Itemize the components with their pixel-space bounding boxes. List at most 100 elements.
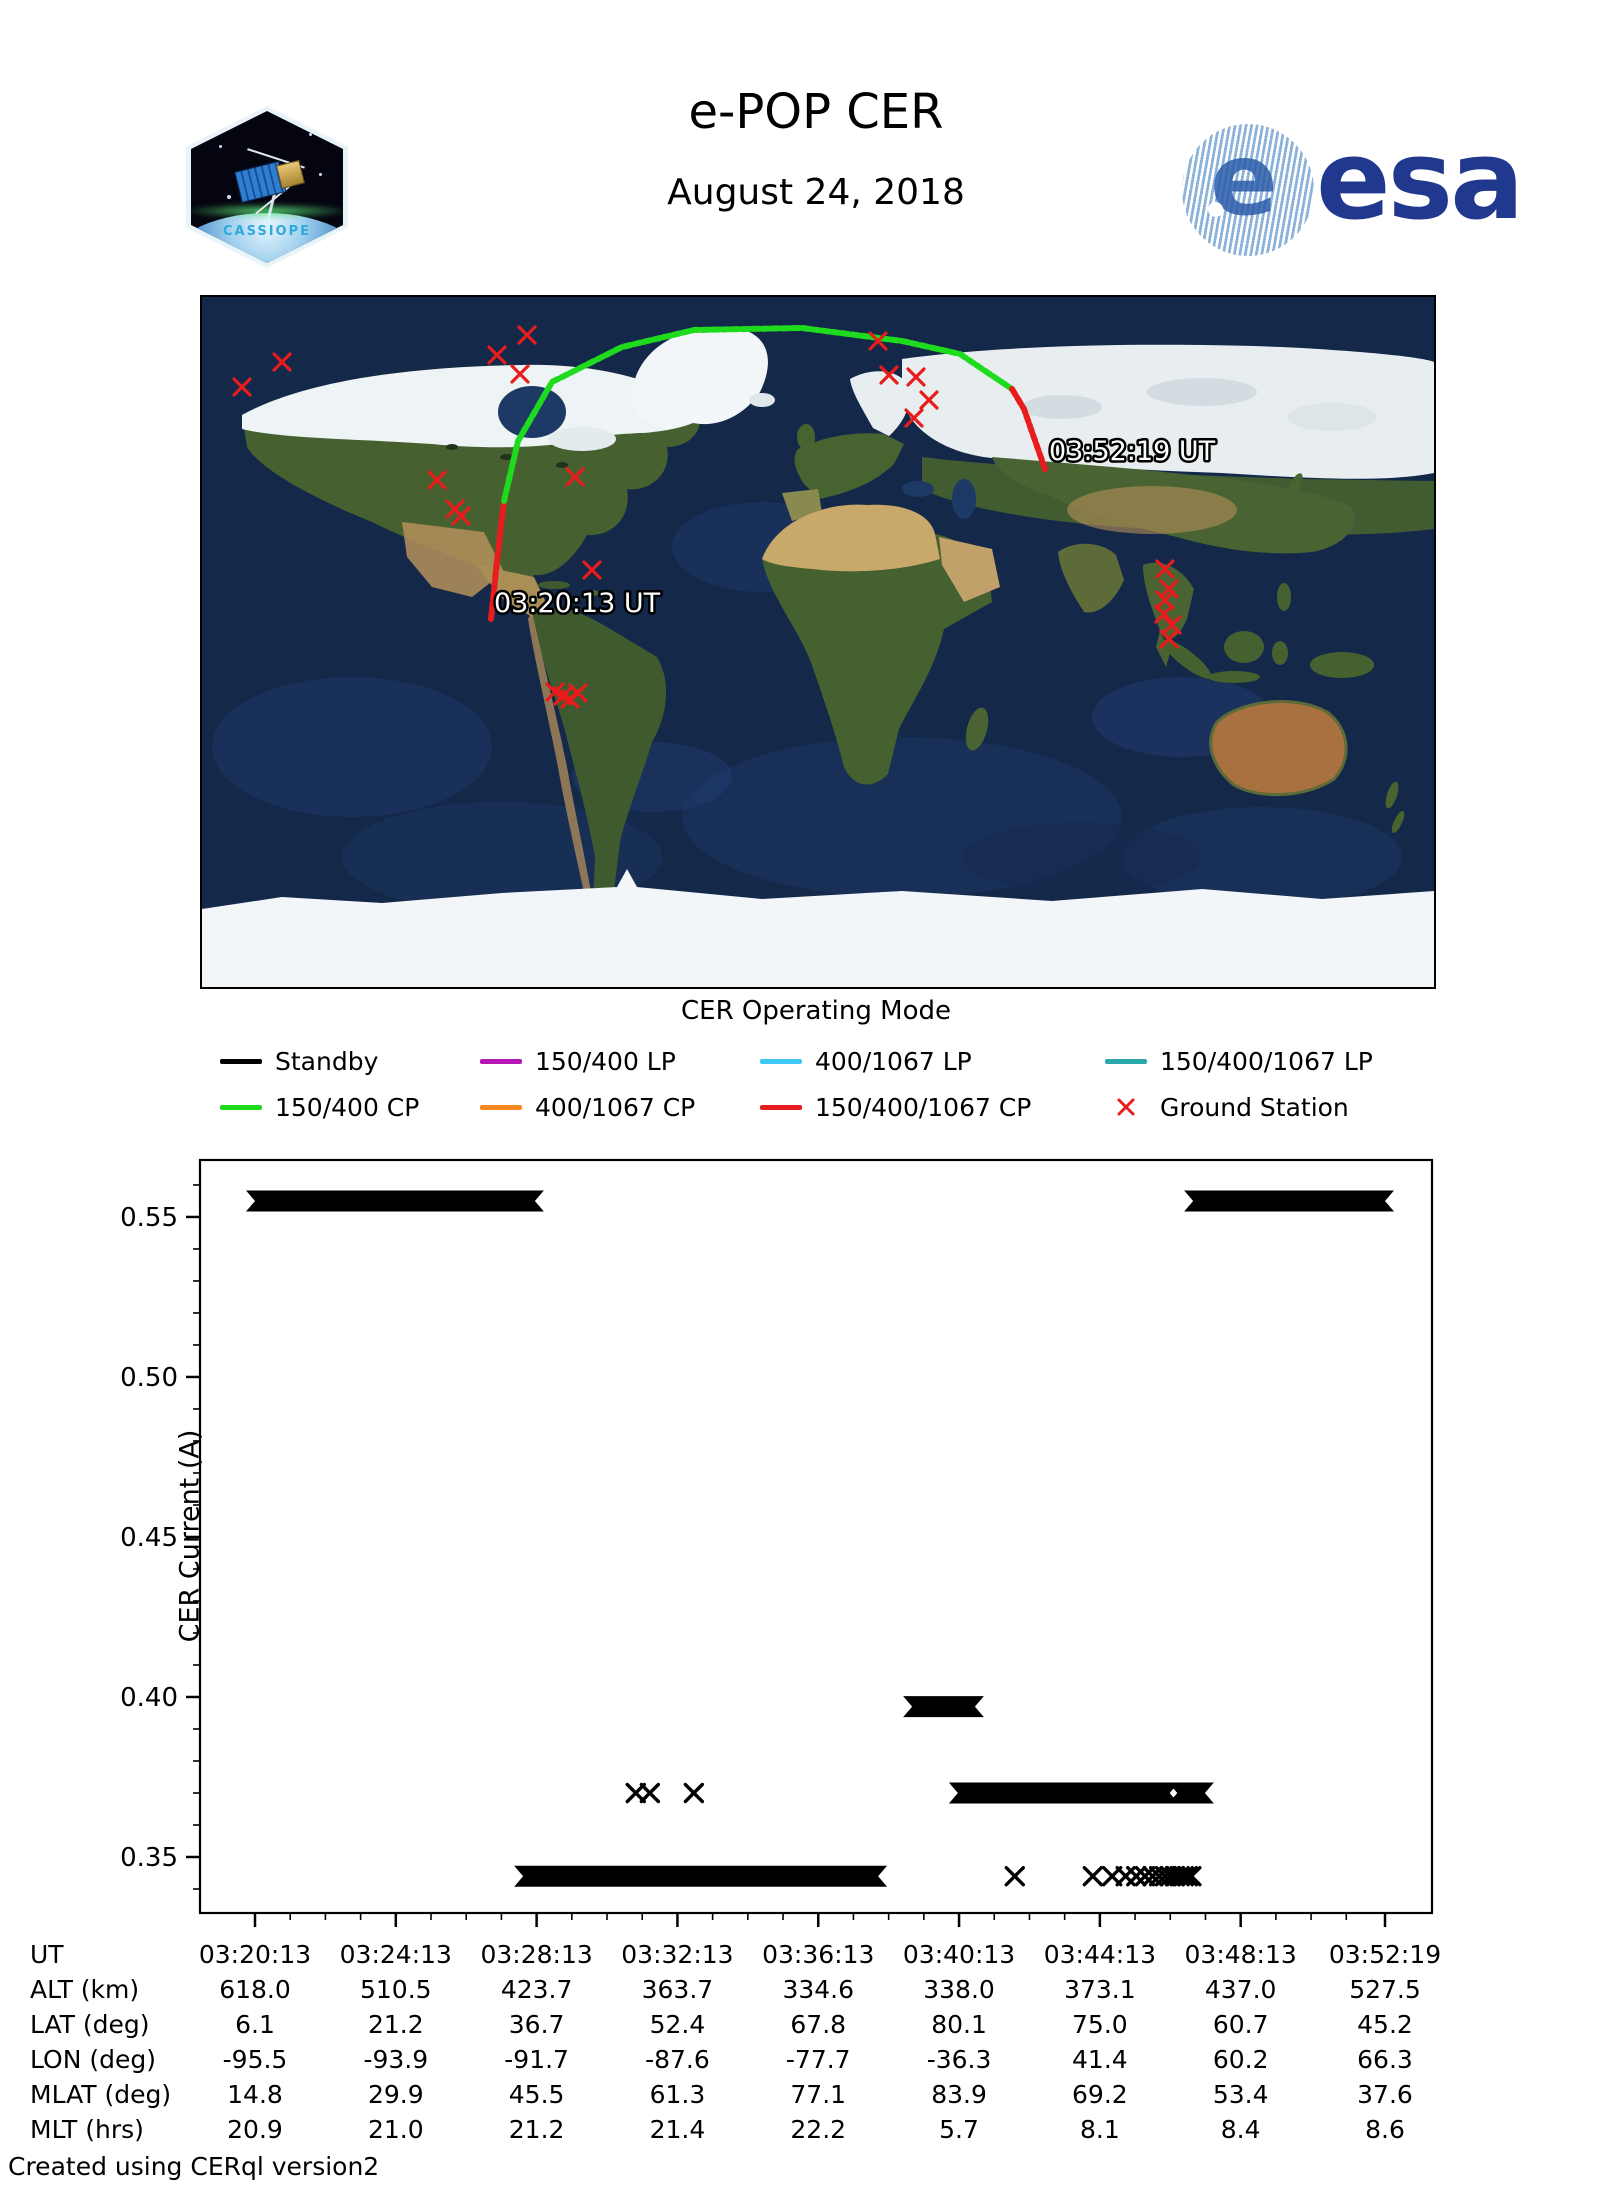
y-tick-label: 0.50: [120, 1363, 178, 1393]
table-value-cell: 8.1: [1079, 2115, 1120, 2144]
legend-item-ground-station: Ground Station: [1105, 1092, 1349, 1122]
ground-station-marker: [510, 364, 530, 384]
ground-station-marker: [904, 408, 924, 428]
table-value-cell: 363.7: [641, 1975, 714, 2004]
legend-title: CER Operating Mode: [680, 996, 951, 1026]
ground-station-marker: [879, 365, 899, 385]
table-value-cell: -36.3: [926, 2045, 992, 2074]
table-value-cell: 29.9: [367, 2080, 424, 2109]
x-marker: [1004, 1865, 1025, 1887]
orbit-time-labels: 03:20:13 UT 03:52:19 UT: [492, 434, 1219, 622]
table-value-cell: 22.2: [790, 2115, 847, 2144]
table-value-cell: -95.5: [222, 2045, 288, 2074]
table-value-cell: 437.0: [1204, 1975, 1277, 2004]
ground-station-marker: [1155, 590, 1175, 610]
table-value-cell: 510.5: [360, 1975, 432, 2004]
x-tick-time-cell: 03:36:13: [762, 1940, 875, 1969]
x-tick-time-cell: 03:44:13: [1043, 1940, 1156, 1969]
table-row-label: MLAT (deg): [30, 2080, 172, 2109]
ground-station-marker: [1159, 629, 1179, 649]
legend-ground-station-icon: [1117, 1098, 1135, 1116]
legend-item-150-400-lp: 150/400 LP: [480, 1046, 676, 1076]
table-value-cell: -87.6: [645, 2045, 710, 2074]
x-marker: [1173, 1865, 1194, 1887]
legend-item-standby: Standby: [220, 1046, 378, 1076]
y-tick-label: 0.35: [120, 1843, 178, 1873]
table-value-cell: 21.0: [367, 2115, 424, 2144]
table-value-cell: 36.7: [508, 2010, 565, 2039]
marker-band: [948, 1782, 1179, 1804]
ground-station-marker: [232, 377, 252, 397]
aurora-graphic: [191, 203, 343, 219]
table-value-cell: 618.0: [219, 1975, 291, 2004]
x-tick-time-cell: 03:28:13: [480, 1940, 593, 1969]
track-start-time-label: 03:20:13 UT: [494, 588, 661, 619]
ground-station-marker: [568, 683, 588, 703]
table-value-cell: 21.2: [367, 2010, 424, 2039]
table-value-cell: 83.9: [931, 2080, 987, 2109]
esa-logo: e esa: [1178, 112, 1524, 262]
legend-item-150-400-1067-cp: 150/400/1067 CP: [760, 1092, 1031, 1122]
table-value-cell: -91.7: [504, 2045, 569, 2074]
ground-station-marker: [1154, 604, 1174, 624]
table-value-cell: 61.3: [649, 2080, 706, 2109]
legend-line-swatch: [760, 1058, 802, 1064]
legend-item-400-1067-lp: 400/1067 LP: [760, 1046, 972, 1076]
table-row-label: ALT (km): [30, 1975, 140, 2004]
esa-globe-icon: e: [1182, 124, 1314, 256]
table-value-cell: 423.7: [500, 1975, 573, 2004]
legend-item-label: 150/400 CP: [275, 1092, 420, 1122]
cassiope-mission-logo: CASSIOPE: [186, 106, 348, 268]
table-value-cell: 21.4: [649, 2115, 706, 2144]
legend-item-400-1067-cp: 400/1067 CP: [480, 1092, 695, 1122]
legend-line-swatch: [220, 1058, 262, 1064]
cassiope-wordmark: CASSIOPE: [222, 224, 312, 239]
x-marker: [1177, 1865, 1199, 1887]
marker-band: [903, 1696, 984, 1718]
table-value-cell: 5.7: [939, 2115, 979, 2144]
table-row-label: LAT (deg): [30, 2010, 150, 2039]
table-value-cell: 60.2: [1212, 2045, 1269, 2074]
table-value-cell: 20.9: [227, 2115, 283, 2144]
table-value-cell: 52.4: [649, 2010, 706, 2039]
legend-item-label: 150/400/1067 LP: [1160, 1046, 1373, 1076]
legend-item-label: Ground Station: [1160, 1092, 1349, 1122]
table-value-cell: 77.1: [790, 2080, 847, 2109]
x-marker: [1126, 1865, 1147, 1887]
table-row-label: UT: [30, 1940, 64, 1969]
page-title: e-POP CER: [688, 84, 944, 140]
table-value-cell: 45.2: [1357, 2010, 1413, 2039]
ground-station-marker: [517, 325, 537, 345]
scatter-series: [246, 1190, 1394, 1887]
ground-station-marker: [451, 506, 471, 526]
page-date: August 24, 2018: [667, 172, 965, 213]
track-end-time-label: 03:52:19 UT: [1049, 436, 1216, 467]
table-row-label: MLT (hrs): [30, 2115, 144, 2144]
world-map: 03:20:13 UT 03:52:19 UT: [202, 325, 1434, 987]
y-tick-label: 0.45: [120, 1523, 178, 1553]
x-marker: [1082, 1865, 1104, 1887]
plot-frame: [198, 1158, 1434, 1915]
ground-station-marker: [868, 331, 888, 351]
legend-item-label: 150/400 LP: [535, 1046, 676, 1076]
orbit-track: [488, 325, 1048, 622]
ground-station-marker: [272, 352, 292, 372]
table-value-cell: -93.9: [363, 2045, 429, 2074]
marker-band: [514, 1865, 888, 1887]
table-value-cell: 66.3: [1357, 2045, 1413, 2074]
track-segment-cp-end: [1009, 386, 1048, 472]
table-value-cell: 6.1: [235, 2010, 275, 2039]
world-map-panel: 03:20:13 UT 03:52:19 UT: [200, 295, 1436, 989]
table-value-cell: 75.0: [1072, 2010, 1128, 2039]
ground-station-marker: [487, 345, 507, 365]
table-value-cell: 21.2: [508, 2115, 565, 2144]
marker-band: [1184, 1190, 1394, 1212]
ground-station-marker: [906, 367, 926, 387]
table-value-cell: 41.4: [1072, 2045, 1128, 2074]
y-tick-label: 0.40: [120, 1683, 178, 1713]
table-value-cell: 527.5: [1349, 1975, 1421, 2004]
x-marker: [1134, 1865, 1156, 1887]
ground-station-marker: [582, 560, 602, 580]
cer-current-chart: 0.35 0.40 0.45 0.50 0.55: [100, 1140, 1460, 1990]
track-segment-cp-150-400: [501, 325, 1015, 504]
